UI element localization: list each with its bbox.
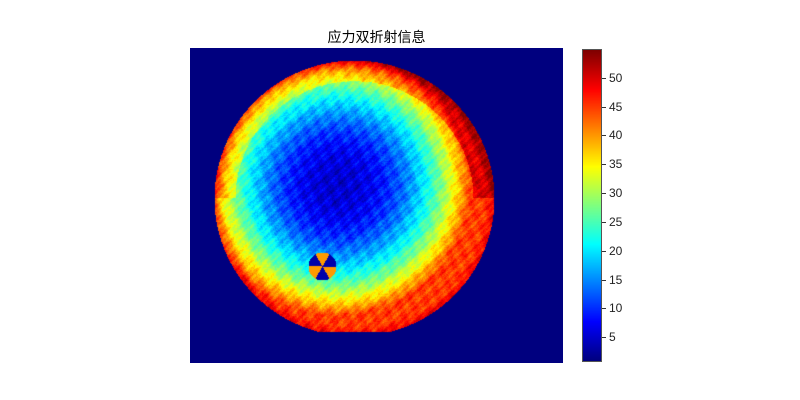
colorbar-tick-label: 45 [609,100,622,114]
colorbar-tick-label: 40 [609,128,622,142]
colorbar-tick [602,280,606,281]
colorbar-tick [602,308,606,309]
colorbar-tick [602,78,606,79]
colorbar-tick-label: 20 [609,244,622,258]
colorbar-tick-label: 30 [609,186,622,200]
colorbar-tick-label: 25 [609,215,622,229]
colorbar-tick [602,337,606,338]
colorbar-tick-label: 5 [609,330,616,344]
heatmap-image [190,48,563,363]
colorbar-tick [602,107,606,108]
colorbar-tick [602,135,606,136]
colorbar-tick-label: 15 [609,273,622,287]
colorbar-tick [602,164,606,165]
colorbar-tick-label: 10 [609,301,622,315]
colorbar-tick-label: 35 [609,157,622,171]
colorbar-tick-label: 50 [609,71,622,85]
chart-title: 应力双折射信息 [190,29,563,46]
colorbar-tick [602,251,606,252]
colorbar-tick [602,193,606,194]
colorbar [582,49,602,362]
colorbar-tick [602,222,606,223]
